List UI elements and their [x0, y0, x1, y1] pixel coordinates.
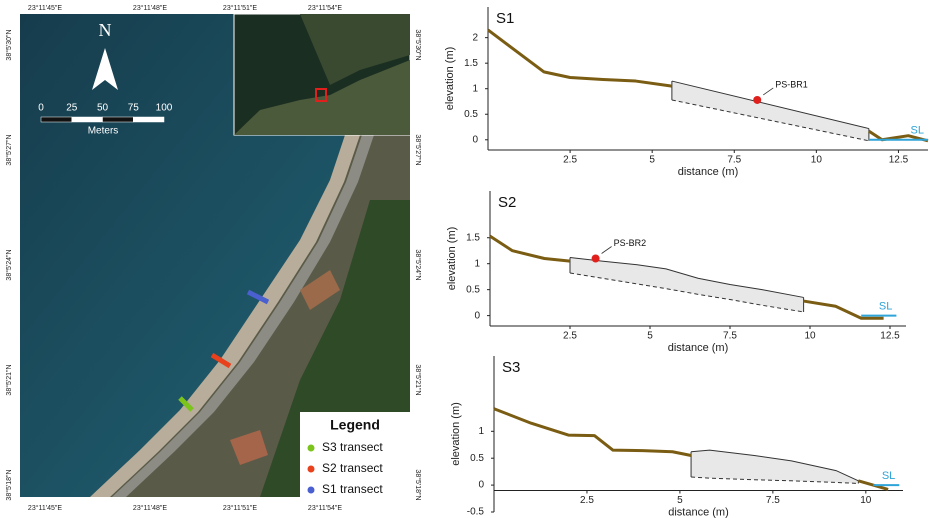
coord-label: 23°11'51"E	[223, 4, 257, 12]
annotation-point	[592, 255, 600, 263]
x-tick-label: 10	[811, 155, 823, 166]
y-tick-label: 0.5	[464, 109, 478, 120]
profile-line	[488, 30, 928, 141]
coord-label: 23°11'48"E	[133, 4, 167, 12]
coord-label: 38°5'27"N	[414, 134, 422, 165]
coord-label: 23°11'51"E	[223, 504, 257, 512]
chart-title: S2	[498, 194, 516, 211]
chart-title: S3	[502, 359, 520, 376]
y-tick-label: 0	[472, 134, 478, 145]
legend-label: S2 transect	[322, 461, 383, 475]
figure: N Meters Legend 23°11'45"E 23°11'48"E 23°1…	[0, 0, 929, 518]
sea-level-label: SL	[882, 470, 895, 482]
y-tick-label: 0.5	[470, 453, 484, 464]
x-tick-label: 2.5	[563, 331, 577, 342]
coord-label: 23°11'45"E	[28, 4, 62, 12]
x-axis-label: distance (m)	[668, 506, 729, 518]
scale-label: 100	[156, 103, 173, 114]
coord-label: 23°11'48"E	[133, 504, 167, 512]
x-tick-label: 12.5	[880, 331, 900, 342]
x-axis-label: distance (m)	[678, 166, 739, 178]
north-label: N	[99, 20, 112, 40]
y-tick-label: 0	[478, 480, 484, 491]
y-tick-label: 1.5	[464, 58, 478, 69]
x-tick-label: 7.5	[766, 495, 780, 506]
y-tick-label: 0	[474, 310, 480, 321]
scale-segment	[72, 117, 103, 122]
coord-label: 23°11'54"E	[308, 4, 342, 12]
legend-label: S1 transect	[322, 482, 383, 496]
y-axis-label: elevation (m)	[444, 47, 456, 111]
coord-label: 38°5'18"N	[414, 469, 422, 500]
x-tick-label: 10	[860, 495, 872, 506]
x-tick-label: 2.5	[580, 495, 594, 506]
scale-segment	[103, 117, 134, 122]
y-axis-label: elevation (m)	[446, 227, 458, 291]
coord-label: 23°11'54"E	[308, 504, 342, 512]
coord-label: 38°5'21"N	[5, 364, 13, 395]
coord-label: 38°5'21"N	[414, 364, 422, 395]
x-tick-label: 5	[649, 155, 655, 166]
coord-label: 38°5'27"N	[5, 134, 13, 165]
legend-marker	[308, 487, 315, 494]
x-tick-label: 5	[647, 331, 653, 342]
coord-label: 38°5'24"N	[5, 249, 13, 280]
coord-label: 38°5'30"N	[414, 29, 422, 60]
chart-title: S1	[496, 10, 514, 27]
y-tick-label: -0.5	[467, 507, 485, 518]
deposit-area	[691, 450, 858, 483]
coord-label: 23°11'45"E	[28, 504, 62, 512]
coord-label: 38°5'24"N	[414, 249, 422, 280]
sea-level-label: SL	[911, 125, 924, 137]
annotation-arrow	[602, 247, 612, 254]
x-tick-label: 7.5	[723, 331, 737, 342]
annotation-point	[753, 96, 761, 104]
legend-label: S3 transect	[322, 440, 383, 454]
y-tick-label: 1	[474, 258, 480, 269]
y-tick-label: 2	[472, 32, 478, 43]
x-axis-label: distance (m)	[668, 342, 729, 354]
scale-label: 0	[38, 103, 44, 114]
annotation-label: PS-BR2	[614, 238, 647, 248]
legend-marker	[308, 466, 315, 473]
coord-label: 38°5'18"N	[5, 469, 13, 500]
y-tick-label: 1	[472, 83, 478, 94]
y-tick-label: 1	[478, 426, 484, 437]
page: N Meters Legend 23°11'45"E 23°11'48"E 23°1…	[0, 0, 929, 518]
deposit-area	[570, 257, 804, 312]
legend-title: Legend	[330, 417, 380, 433]
scale-unit: Meters	[88, 126, 119, 137]
scale-label: 25	[66, 103, 78, 114]
legend-marker	[308, 445, 315, 452]
x-tick-label: 12.5	[889, 155, 909, 166]
coord-label: 38°5'30"N	[5, 29, 13, 60]
scale-segment	[41, 117, 72, 122]
y-axis-label: elevation (m)	[450, 402, 462, 466]
annotation-label: PS-BR1	[775, 79, 808, 89]
x-tick-label: 7.5	[727, 155, 741, 166]
sea-level-label: SL	[879, 301, 892, 313]
x-tick-label: 2.5	[563, 155, 577, 166]
y-tick-label: 1.5	[466, 232, 480, 243]
x-tick-label: 5	[677, 495, 683, 506]
scale-label: 75	[128, 103, 140, 114]
annotation-arrow	[763, 88, 773, 95]
x-tick-label: 10	[804, 331, 816, 342]
y-tick-label: 0.5	[466, 284, 480, 295]
scale-segment	[133, 117, 164, 122]
scale-label: 50	[97, 103, 109, 114]
